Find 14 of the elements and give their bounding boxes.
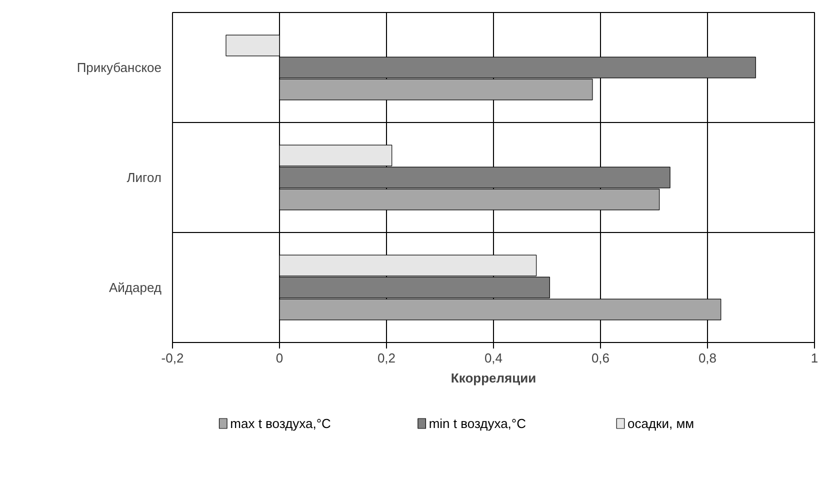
x-tick-label: 1 bbox=[810, 350, 818, 366]
y-tick-label: Лигол bbox=[126, 170, 162, 185]
legend-label: max t воздуха,°C bbox=[230, 416, 331, 431]
y-tick-label: Прикубанское bbox=[76, 60, 162, 75]
legend-label: осадки, мм bbox=[628, 416, 694, 431]
legend-label: min t воздуха,°C bbox=[428, 416, 526, 431]
x-tick-label: 0,8 bbox=[698, 350, 717, 366]
x-tick-label: 0,4 bbox=[484, 350, 503, 366]
x-tick-label: 0,2 bbox=[377, 350, 396, 366]
x-tick-label: -0,2 bbox=[161, 350, 184, 366]
x-axis-title: Ккорреляции bbox=[450, 370, 536, 386]
x-tick-label: 0,6 bbox=[591, 350, 610, 366]
y-tick-label: Айдаред bbox=[108, 280, 162, 295]
x-tick-label: 0 bbox=[276, 350, 284, 366]
